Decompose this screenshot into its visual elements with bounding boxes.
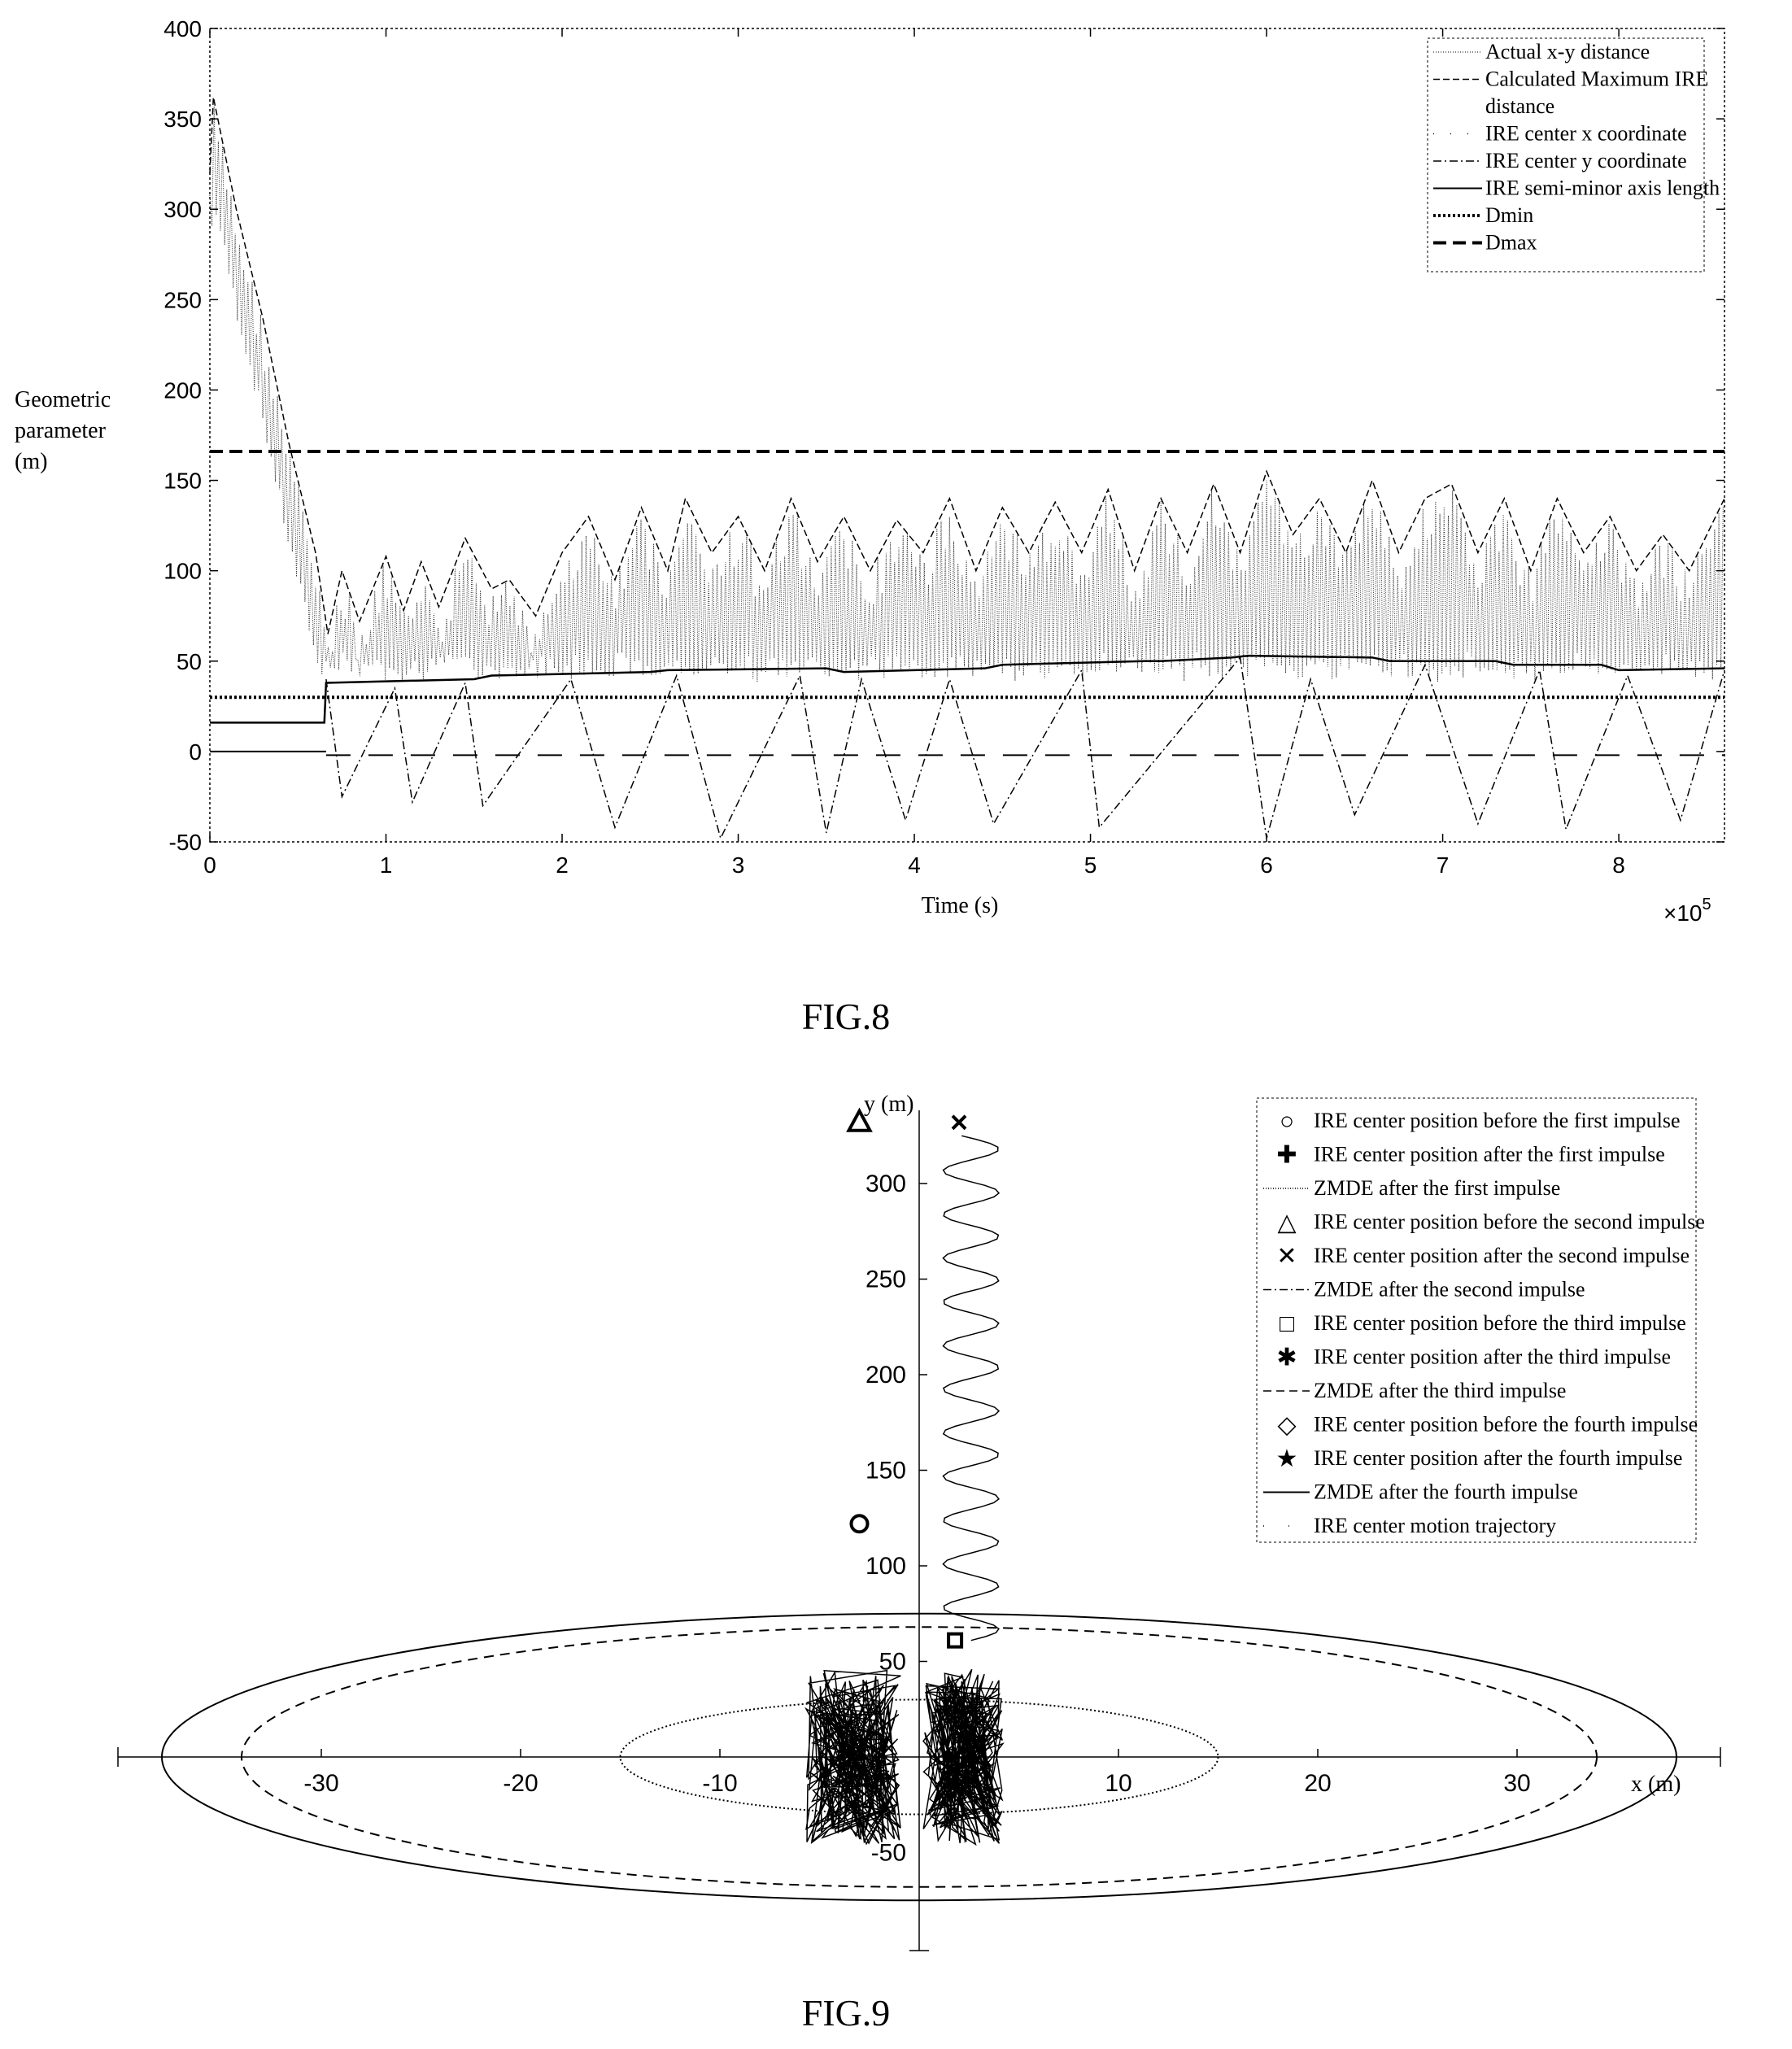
y-tick-label: 200	[164, 377, 202, 403]
y-axis-label: y (m)	[864, 1092, 913, 1117]
x-tick-label: -10	[702, 1770, 737, 1797]
x-tick-label: 7	[1437, 852, 1450, 878]
marker-square	[947, 1632, 964, 1649]
fig8-y-axis-label: Geometric parameter (m)	[15, 387, 111, 474]
ire-center-y-coordinate-line	[325, 656, 1725, 840]
fig8-legend-box	[1427, 37, 1705, 272]
fig8-x-multiplier: ×105	[1663, 896, 1711, 926]
ire-semi-minor-axis-line	[210, 654, 1725, 724]
y-tick-label: 100	[164, 559, 202, 584]
y-tick-label: 0	[189, 739, 202, 765]
fig9-caption: FIG.9	[802, 1992, 891, 2034]
legend-label: IRE center motion trajectory	[1314, 1514, 1556, 1537]
fig8-caption: FIG.8	[802, 996, 891, 1037]
fig8-plot-frame	[209, 28, 1725, 843]
legend-label: IRE center position after the third impu…	[1314, 1345, 1671, 1369]
fig8-series-layer	[209, 97, 1725, 840]
fig8-legend: Actual x-y distance Calculated Maximum IR…	[1427, 37, 1720, 272]
legend-marker: ★	[1276, 1445, 1298, 1472]
marker-x	[951, 1114, 967, 1131]
x-tick-label: 6	[1260, 852, 1273, 878]
legend-label: ZMDE after the second impulse	[1314, 1278, 1585, 1301]
y-tick-label: 50	[177, 649, 202, 674]
y-tick-label: 300	[865, 1171, 906, 1197]
legend-marker: ✱	[1276, 1345, 1297, 1371]
x-tick-label: 10	[1105, 1770, 1131, 1797]
legend-marker: △	[1277, 1210, 1296, 1236]
legend-label: Dmax	[1485, 231, 1537, 255]
fig8-x-axis-label: Time (s)	[922, 893, 999, 918]
y-tick-label: 400	[164, 16, 202, 41]
legend-label: ZMDE after the third impulse	[1314, 1379, 1566, 1402]
x-tick-label: 3	[732, 852, 745, 878]
x-tick-label: 4	[908, 852, 921, 878]
x-tick-label: 2	[556, 852, 569, 878]
x-tick-label: 20	[1304, 1770, 1331, 1797]
marker-triangle	[846, 1107, 873, 1132]
legend-marker: ○	[1280, 1108, 1294, 1135]
zmde-ellipse	[619, 1698, 1219, 1816]
y-tick-label: 150	[865, 1458, 906, 1484]
x-tick-label: 30	[1503, 1770, 1530, 1797]
y-tick-label: 150	[164, 469, 202, 494]
y-tick-label: 250	[164, 287, 202, 312]
y-tick-label: 350	[164, 107, 202, 132]
legend-label: ZMDE after the fourth impulse	[1314, 1480, 1578, 1504]
marker-circle	[849, 1514, 870, 1534]
legend-label: IRE center position before the fourth im…	[1314, 1413, 1698, 1436]
x-tick-label: 0	[203, 852, 216, 878]
legend-marker: ✕	[1276, 1243, 1297, 1270]
legend-marker: □	[1280, 1310, 1295, 1337]
y-tick-label: -50	[169, 830, 202, 855]
fig9-legend-box	[1256, 1097, 1697, 1543]
x-tick-label: 1	[380, 852, 393, 878]
legend-label: Calculated Maximum IRE	[1485, 68, 1708, 91]
ire-center-oscillation-trace	[804, 1669, 901, 1846]
y-tick-label: 100	[865, 1553, 906, 1580]
legend-label: IRE center position before the second im…	[1314, 1210, 1705, 1234]
y-tick-label: 200	[865, 1362, 906, 1389]
x-tick-label: 5	[1084, 852, 1097, 878]
y-tick-label: 300	[164, 197, 202, 222]
zmde-ellipse	[161, 1612, 1677, 1902]
legend-label: distance	[1485, 94, 1554, 118]
legend-marker: ✚	[1276, 1142, 1297, 1169]
ire-center-oscillation-trace	[922, 1668, 1005, 1846]
y-axis-label-line: Geometric	[15, 387, 111, 412]
legend-label: Dmin	[1485, 203, 1533, 227]
calculated-max-ire-distance-line	[209, 97, 1725, 634]
legend-label: IRE center position after the fourth imp…	[1314, 1446, 1682, 1470]
legend-label: IRE semi-minor axis length	[1485, 177, 1720, 200]
x-axis-label: x (m)	[1631, 1772, 1681, 1797]
fig9-series-layer	[161, 1107, 1677, 1902]
x-tick-label: -30	[303, 1770, 338, 1797]
y-axis-label-line: parameter	[15, 418, 107, 443]
legend-label: ZMDE after the first impulse	[1314, 1176, 1560, 1200]
fig9-legend: ○ IRE center position before the first im…	[1256, 1097, 1705, 1543]
zmde-ellipse	[241, 1626, 1598, 1888]
legend-label: IRE center position before the third imp…	[1314, 1311, 1686, 1335]
ire-center-motion-trajectory	[942, 1135, 1001, 1641]
legend-label: IRE center y coordinate	[1485, 149, 1687, 172]
y-tick-label: 250	[865, 1266, 906, 1293]
legend-label: IRE center position after the second imp…	[1314, 1244, 1690, 1267]
legend-label: Actual x-y distance	[1485, 40, 1650, 63]
legend-marker: ◇	[1277, 1412, 1296, 1439]
legend-label: IRE center position after the first impu…	[1314, 1143, 1665, 1166]
x-tick-label: 8	[1612, 852, 1625, 878]
legend-label: IRE center x coordinate	[1485, 122, 1687, 146]
actual-xy-distance-line	[209, 106, 1724, 682]
x-tick-label: -20	[503, 1770, 538, 1797]
legend-label: IRE center position before the first imp…	[1314, 1109, 1681, 1132]
y-axis-label-line: (m)	[15, 449, 47, 474]
y-tick-label: -50	[871, 1840, 906, 1867]
